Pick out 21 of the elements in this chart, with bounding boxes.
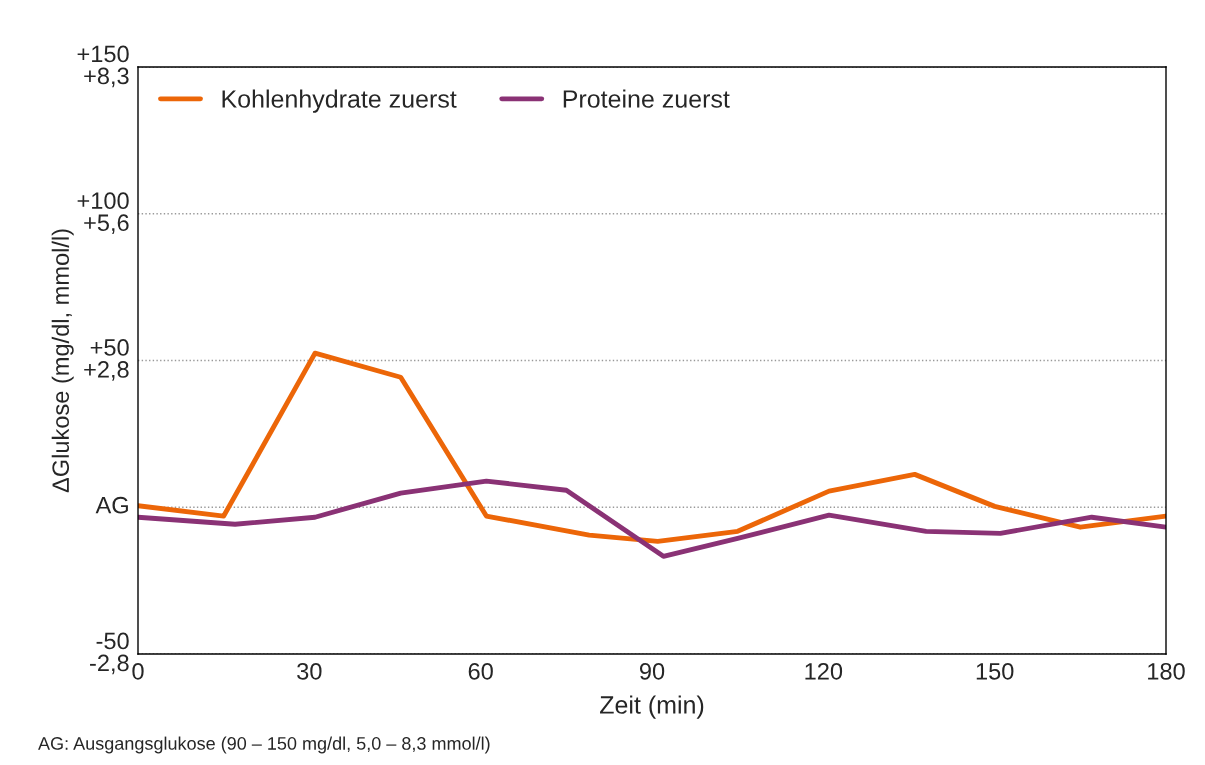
y2-tick-label: +5,6 xyxy=(84,214,129,234)
x-tick-label: 90 xyxy=(639,662,665,680)
y-tick-label: +50 xyxy=(90,339,129,356)
y2-tick-label: +2,8 xyxy=(84,361,129,381)
x-tick-label: 180 xyxy=(1148,662,1185,680)
y-axis-title: ΔGlukose (mg/dl, mmol/l) xyxy=(51,229,74,493)
y-tick-label: +100 xyxy=(77,192,129,210)
y-tick-label: +150 xyxy=(77,45,129,63)
y2-tick-label: +8,3 xyxy=(84,67,129,88)
legend-label: Kohlenhydrate zuerst xyxy=(222,89,457,113)
y-tick-label: AG xyxy=(95,496,128,514)
x-tick-label: 30 xyxy=(297,662,322,680)
text: AG: Ausgangsglukose (90 – 150 mg/dl, 5,0 – 8,3 mmol/l) xyxy=(38,736,490,754)
x-tick-label: 0 xyxy=(132,662,144,680)
legend-label: Proteine zuerst xyxy=(563,89,730,108)
y-tick-label: -50 xyxy=(96,632,129,650)
y2-tick-label: -2,8 xyxy=(90,654,129,675)
x-tick-label: 60 xyxy=(468,662,493,680)
x-tick-label: 150 xyxy=(976,662,1014,680)
x-tick-label: 120 xyxy=(805,662,843,680)
x-axis-title: Zeit (min) xyxy=(600,695,704,719)
